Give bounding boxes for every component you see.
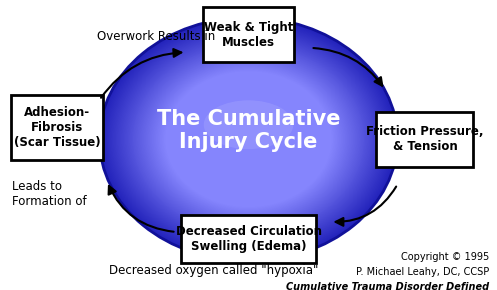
Ellipse shape <box>137 48 360 230</box>
Ellipse shape <box>130 43 367 236</box>
Ellipse shape <box>128 40 369 238</box>
Ellipse shape <box>148 57 349 222</box>
Ellipse shape <box>114 30 383 249</box>
Ellipse shape <box>110 26 387 252</box>
Ellipse shape <box>103 21 394 258</box>
Ellipse shape <box>117 32 380 247</box>
Ellipse shape <box>115 30 382 248</box>
Ellipse shape <box>144 54 353 225</box>
Text: Adhesion-
Fibrosis
(Scar Tissue): Adhesion- Fibrosis (Scar Tissue) <box>14 106 100 149</box>
Text: Decreased Circulation
Swelling (Edema): Decreased Circulation Swelling (Edema) <box>175 225 322 253</box>
Ellipse shape <box>155 62 342 216</box>
Text: Friction Pressure,
& Tension: Friction Pressure, & Tension <box>366 125 484 153</box>
Ellipse shape <box>118 33 379 246</box>
Ellipse shape <box>145 55 352 224</box>
Ellipse shape <box>125 38 372 240</box>
Ellipse shape <box>105 22 392 257</box>
Ellipse shape <box>140 50 357 228</box>
Ellipse shape <box>109 25 388 253</box>
Ellipse shape <box>124 37 373 241</box>
Ellipse shape <box>111 27 386 251</box>
Ellipse shape <box>165 71 332 207</box>
Ellipse shape <box>129 41 368 237</box>
Ellipse shape <box>153 61 344 217</box>
Ellipse shape <box>163 69 334 209</box>
Ellipse shape <box>161 68 336 211</box>
Ellipse shape <box>164 70 333 209</box>
Ellipse shape <box>120 34 378 244</box>
Ellipse shape <box>126 39 371 239</box>
Ellipse shape <box>101 19 396 260</box>
Ellipse shape <box>160 67 337 212</box>
Ellipse shape <box>157 65 340 214</box>
FancyBboxPatch shape <box>181 215 316 263</box>
FancyBboxPatch shape <box>11 95 103 160</box>
Ellipse shape <box>132 44 365 235</box>
Ellipse shape <box>138 49 359 229</box>
Ellipse shape <box>146 56 351 223</box>
FancyBboxPatch shape <box>203 7 295 62</box>
Ellipse shape <box>149 58 348 220</box>
Text: Cumulative Trauma Disorder Defined: Cumulative Trauma Disorder Defined <box>286 282 490 290</box>
Ellipse shape <box>107 24 390 254</box>
Ellipse shape <box>156 64 341 215</box>
Ellipse shape <box>152 60 345 218</box>
FancyBboxPatch shape <box>377 112 473 167</box>
Ellipse shape <box>204 100 293 149</box>
Ellipse shape <box>133 45 364 234</box>
Ellipse shape <box>151 59 346 219</box>
Text: Leads to
Formation of: Leads to Formation of <box>12 180 87 208</box>
Text: Copyright © 1995: Copyright © 1995 <box>401 252 490 262</box>
Ellipse shape <box>106 23 391 255</box>
Ellipse shape <box>134 46 363 233</box>
Text: P. Michael Leahy, DC, CCSP: P. Michael Leahy, DC, CCSP <box>356 267 490 277</box>
Text: Overwork Results in: Overwork Results in <box>97 30 215 43</box>
Ellipse shape <box>159 66 338 213</box>
Text: Weak & Tight
Muscles: Weak & Tight Muscles <box>204 21 293 49</box>
Ellipse shape <box>122 36 375 242</box>
Ellipse shape <box>121 35 376 244</box>
Ellipse shape <box>102 20 395 259</box>
Ellipse shape <box>113 28 384 250</box>
Ellipse shape <box>99 17 398 261</box>
Text: The Cumulative
Injury Cycle: The Cumulative Injury Cycle <box>157 109 340 152</box>
Ellipse shape <box>136 47 361 231</box>
Ellipse shape <box>141 51 356 227</box>
Ellipse shape <box>142 52 355 226</box>
Text: Decreased oxygen called "hypoxia": Decreased oxygen called "hypoxia" <box>109 264 319 277</box>
